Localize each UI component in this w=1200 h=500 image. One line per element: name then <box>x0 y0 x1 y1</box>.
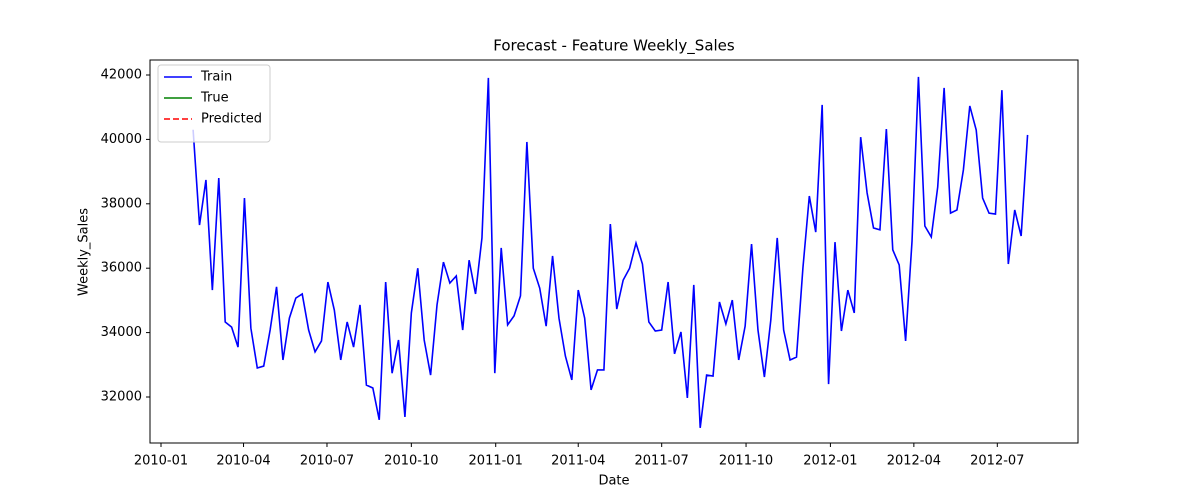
legend-label: Predicted <box>201 112 262 127</box>
x-tick-label: 2012-04 <box>887 454 941 469</box>
y-axis-label: Weekly_Sales <box>77 208 92 296</box>
x-tick-label: 2011-04 <box>551 454 605 469</box>
series-line <box>192 76 1029 428</box>
y-tick-label: 34000 <box>101 325 142 340</box>
x-tick-label: 2011-01 <box>469 454 523 469</box>
legend-box <box>157 64 271 143</box>
x-tick-label: 2010-10 <box>384 454 438 469</box>
legend: Train True Predicted <box>157 64 271 143</box>
x-tick-label: 2010-04 <box>216 454 270 469</box>
x-tick-label: 2011-07 <box>635 454 689 469</box>
legend-label: Train <box>200 70 232 85</box>
x-tick-label: 2010-01 <box>134 454 188 469</box>
x-tick-label: 2012-07 <box>970 454 1024 469</box>
y-tick-label: 38000 <box>101 196 142 211</box>
y-tick-label: 42000 <box>101 68 142 83</box>
x-axis-label: Date <box>598 474 629 489</box>
legend-label: True <box>200 91 229 106</box>
x-tick-label: 2011-10 <box>719 454 773 469</box>
y-tick-label: 36000 <box>101 261 142 276</box>
y-tick-label: 40000 <box>101 132 142 147</box>
y-tick-label: 32000 <box>101 389 142 404</box>
x-tick-label: 2010-07 <box>300 454 354 469</box>
chart-title: Forecast - Feature Weekly_Sales <box>493 37 735 56</box>
plot-frame <box>149 59 1079 444</box>
x-tick-label: 2012-01 <box>803 454 857 469</box>
